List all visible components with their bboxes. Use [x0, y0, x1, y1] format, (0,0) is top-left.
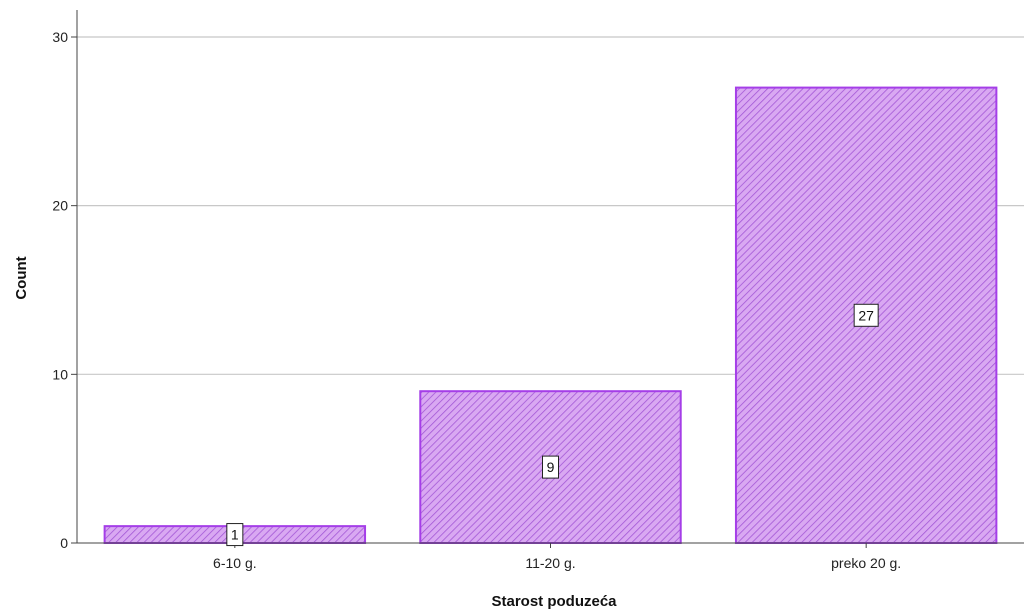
- x-tick-label: 11-20 g.: [525, 555, 575, 571]
- data-label: 1: [231, 527, 239, 543]
- y-tick-label: 30: [52, 29, 68, 45]
- data-label-box: [853, 303, 879, 327]
- data-label: 9: [547, 459, 555, 475]
- y-tick-label: 0: [60, 535, 68, 551]
- axes: 0 10 20 30 6-10 g. 11-20 g. preko 20 g.: [52, 10, 1024, 571]
- x-tick-label: preko 20 g.: [831, 555, 901, 571]
- y-tick-label: 10: [52, 366, 68, 382]
- data-label-box: [542, 455, 559, 479]
- x-axis-title: Starost poduzeća: [491, 593, 617, 610]
- y-tick-label: 20: [52, 198, 68, 214]
- y-axis-title: Count: [13, 256, 30, 299]
- data-label-box: [226, 523, 244, 547]
- x-tick-label: 6-10 g.: [213, 555, 257, 571]
- data-label: 27: [858, 307, 874, 323]
